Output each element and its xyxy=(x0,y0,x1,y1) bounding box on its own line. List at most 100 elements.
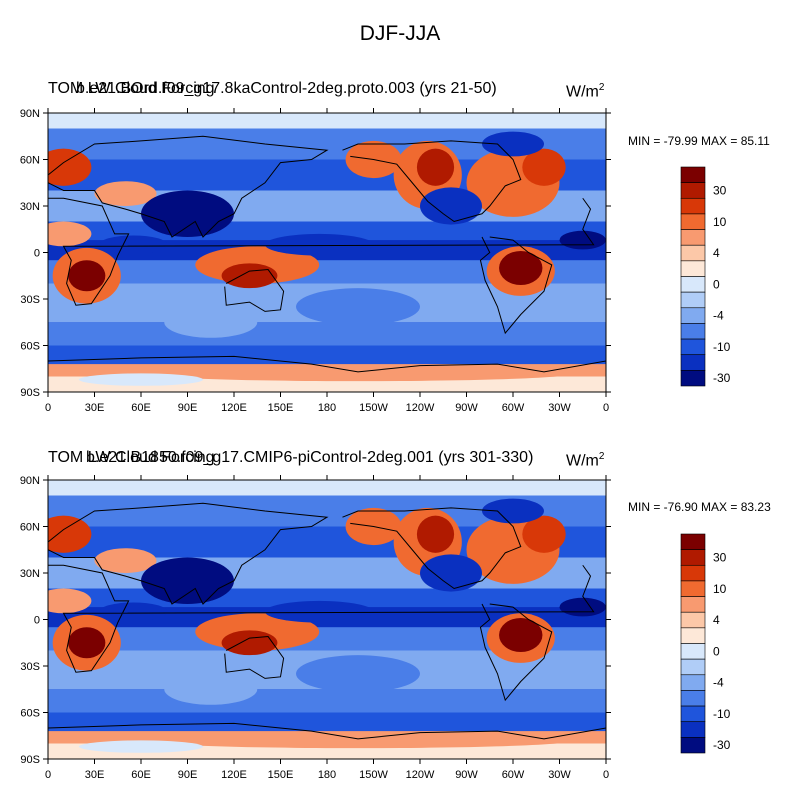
lon-tick-label: 150W xyxy=(359,769,388,781)
lon-tick-label: 60E xyxy=(131,402,151,414)
field-band xyxy=(48,260,606,284)
colorbar-box xyxy=(680,229,706,246)
lat-tick-label: 30N xyxy=(20,201,40,213)
panel2-variable-label: TOM LW Cloud Forcing xyxy=(48,449,215,466)
colorbar-label: 30 xyxy=(713,550,727,564)
field-patch xyxy=(296,288,420,326)
lat-tick-label: 90S xyxy=(20,387,40,399)
field-patch xyxy=(99,602,168,622)
panel2-units: W/m2 xyxy=(566,451,605,470)
field-patch xyxy=(420,554,482,592)
colorbar-box xyxy=(680,338,706,356)
colorbar-box xyxy=(680,291,706,309)
lon-tick-label: 180 xyxy=(318,402,336,414)
panel1-map xyxy=(48,113,606,392)
field-band xyxy=(48,480,606,496)
field-patch xyxy=(141,732,575,749)
colorbar-box xyxy=(680,354,706,371)
lon-tick-label: 60W xyxy=(502,769,525,781)
lon-tick-label: 150E xyxy=(268,402,294,414)
lat-tick-label: 30N xyxy=(20,568,40,580)
colorbar-box xyxy=(680,197,706,215)
lat-tick-label: 0 xyxy=(34,615,40,627)
field-patch xyxy=(79,373,203,386)
field-patch xyxy=(482,498,544,524)
coastline xyxy=(342,140,522,223)
coastline xyxy=(479,236,553,335)
colorbar-box xyxy=(680,564,706,582)
colorbar-box xyxy=(680,611,706,629)
lat-tick-label: 30S xyxy=(20,294,40,306)
colorbar-box xyxy=(680,307,706,324)
colorbar-label: -10 xyxy=(713,707,731,721)
field-band xyxy=(48,345,606,365)
colorbar-box xyxy=(680,627,706,644)
lon-tick-label: 120E xyxy=(221,769,247,781)
field-patch xyxy=(221,263,278,289)
field-band xyxy=(48,627,606,651)
field-patch xyxy=(48,515,92,553)
lon-tick-label: 60W xyxy=(502,402,525,414)
field-patch xyxy=(265,233,374,256)
colorbar-label: -10 xyxy=(713,340,731,354)
colorbar-box xyxy=(680,643,706,660)
colorbar-label: -4 xyxy=(713,676,724,690)
field-patch xyxy=(48,588,92,614)
colorbar-label: 0 xyxy=(713,644,720,658)
coastline xyxy=(479,603,553,702)
field-patch xyxy=(141,365,575,382)
field-patch xyxy=(164,306,258,338)
lon-tick-label: 0 xyxy=(45,769,51,781)
colorbar-box xyxy=(680,721,706,738)
colorbar-box xyxy=(680,533,706,550)
field-patch xyxy=(68,627,106,659)
lon-tick-label: 60E xyxy=(131,769,151,781)
lat-tick-label: 30S xyxy=(20,661,40,673)
lon-tick-label: 120W xyxy=(406,402,435,414)
lon-tick-label: 90W xyxy=(455,769,478,781)
field-patch xyxy=(559,230,606,250)
coastline xyxy=(224,636,285,679)
field-patch xyxy=(499,250,543,286)
colorbar-box xyxy=(680,260,706,277)
colorbar-box xyxy=(680,690,706,707)
lat-tick-label: 90S xyxy=(20,754,40,766)
lon-tick-label: 0 xyxy=(603,769,609,781)
panel2-minmax: MIN = -76.90 MAX = 83.23 xyxy=(628,500,771,514)
lon-tick-label: 120E xyxy=(221,402,247,414)
coastline xyxy=(48,135,329,238)
field-patch xyxy=(141,557,234,604)
panel2-case-label: b.e21.B1850.f09_g17.CMIP6-piControl-2deg… xyxy=(86,449,534,466)
field-patch xyxy=(94,181,157,207)
field-patch xyxy=(482,131,544,157)
field-patch xyxy=(99,235,168,255)
field-patch xyxy=(265,600,374,623)
colorbar-label: 4 xyxy=(713,246,720,260)
lat-tick-label: 60S xyxy=(20,708,40,720)
lat-tick-label: 60S xyxy=(20,341,40,353)
coastline xyxy=(48,502,329,605)
lon-tick-label: 30W xyxy=(548,769,571,781)
lon-tick-label: 30W xyxy=(548,402,571,414)
colorbar-label: 0 xyxy=(713,277,720,291)
field-patch xyxy=(522,515,566,553)
lon-tick-label: 0 xyxy=(45,402,51,414)
field-patch xyxy=(420,187,482,225)
colorbar-label: 10 xyxy=(713,582,727,596)
field-band xyxy=(48,322,606,346)
field-patch xyxy=(94,548,157,573)
field-patch xyxy=(296,655,420,693)
field-band xyxy=(48,712,606,732)
lat-tick-label: 90N xyxy=(20,475,40,487)
colorbar-box xyxy=(680,674,706,691)
lon-tick-label: 30E xyxy=(85,402,105,414)
colorbar-box xyxy=(680,549,706,566)
colorbar-label: 30 xyxy=(713,183,727,197)
field-patch xyxy=(559,597,606,617)
panel2-map xyxy=(48,480,606,759)
lon-tick-label: 90E xyxy=(178,769,198,781)
lon-tick-label: 90W xyxy=(455,402,478,414)
colorbar-box xyxy=(680,182,706,199)
field-patch xyxy=(499,617,543,653)
